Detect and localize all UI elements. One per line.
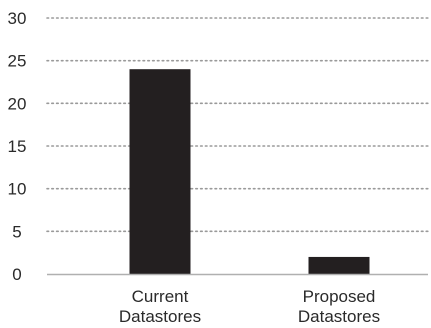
x-category-label-line: Proposed <box>303 287 376 306</box>
y-axis-tick-labels: 0 5 10 15 20 25 30 <box>8 9 27 284</box>
x-category-label-0: Current Datastores <box>119 287 201 326</box>
y-tick-label-30: 30 <box>8 9 27 28</box>
bar-0 <box>129 69 191 274</box>
y-tick-label-25: 25 <box>8 52 27 71</box>
bars <box>129 69 370 274</box>
x-category-label-line: Current <box>132 287 189 306</box>
x-category-label-line: Datastores <box>298 307 380 326</box>
y-tick-label-15: 15 <box>8 137 27 156</box>
x-category-label-1: Proposed Datastores <box>298 287 380 326</box>
y-tick-label-0: 0 <box>12 265 21 284</box>
y-tick-label-10: 10 <box>8 180 27 199</box>
x-category-label-line: Datastores <box>119 307 201 326</box>
bar-1 <box>308 256 370 274</box>
gridlines <box>46 17 429 233</box>
y-tick-label-20: 20 <box>8 94 27 113</box>
y-tick-label-5: 5 <box>12 222 21 241</box>
